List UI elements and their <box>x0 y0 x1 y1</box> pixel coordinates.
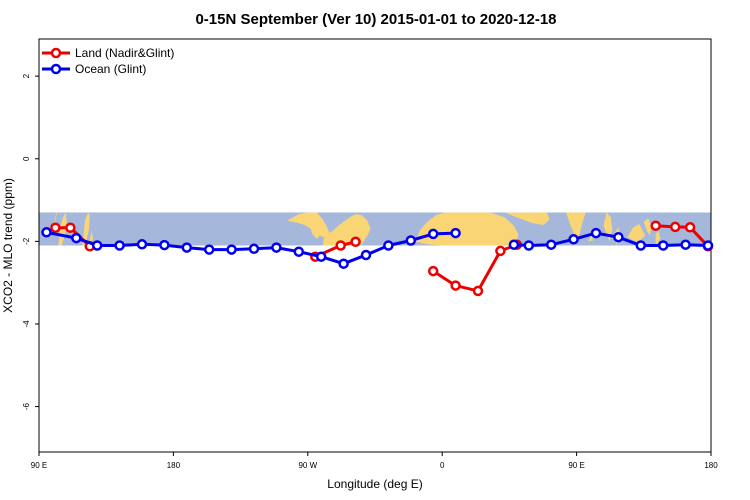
legend-marker-ocean <box>50 63 62 75</box>
land-shape-7 <box>415 212 519 246</box>
legend: Land (Nadir&Glint) Ocean (Glint) <box>42 46 174 76</box>
series-land-point-3-2 <box>450 280 461 291</box>
y-tick-label-5: -6 <box>22 402 31 410</box>
series-ocean-point-2-8 <box>657 240 669 251</box>
series-ocean-point-2-1 <box>508 239 520 250</box>
series-ocean-point-1-3 <box>91 240 103 251</box>
x-tick-label-6: 180 <box>704 461 718 470</box>
series-ocean-point-1-5 <box>136 239 148 250</box>
series-ocean-point-1-11 <box>271 242 282 253</box>
legend-label-ocean: Ocean (Glint) <box>75 62 146 76</box>
y-tick-label-2: 0 <box>22 156 31 161</box>
land-shape-14 <box>643 218 652 236</box>
series-ocean-point-2-4 <box>568 234 579 245</box>
series-ocean-point-1-18 <box>427 228 439 240</box>
land-shape-9 <box>566 212 586 242</box>
series-ocean-point-1-17 <box>405 235 417 246</box>
legend-label-land: Land (Nadir&Glint) <box>75 46 174 60</box>
series-ocean-point-1-2 <box>71 232 82 244</box>
legend-item-ocean: Ocean (Glint) <box>42 62 146 76</box>
y-tick-label-1: 2 <box>22 73 31 78</box>
series-ocean-point-1-12 <box>293 246 305 257</box>
series-land-point-2-2 <box>335 240 346 251</box>
series-ocean-point-1-10 <box>248 243 260 255</box>
series-ocean-point-2-2 <box>523 240 535 251</box>
series-land-point-4-2 <box>669 221 681 233</box>
series-ocean-line-2 <box>513 231 709 247</box>
series-ocean <box>41 227 714 269</box>
x-tick-label-4: 0 <box>440 461 445 470</box>
series-land-line-4 <box>655 224 710 248</box>
x-tick-label-1: 90 E <box>31 461 47 470</box>
series-land-point-4-3 <box>684 222 696 233</box>
series-ocean-point-2-5 <box>590 227 602 239</box>
series-land-point-3-1 <box>427 265 439 277</box>
series-land-point-1-1 <box>50 222 61 233</box>
y-axis: 2 0 -2 -4 -6 <box>22 73 39 410</box>
series-ocean-point-2-3 <box>545 239 557 250</box>
y-tick-label-4: -4 <box>22 320 31 328</box>
series-ocean-point-1-1 <box>41 227 52 238</box>
series-ocean-point-1-13 <box>315 251 327 262</box>
land-shapes <box>48 212 661 246</box>
series-ocean-point-2-7 <box>635 240 647 251</box>
x-axis-label: Longitude (deg E) <box>327 477 422 491</box>
series-ocean-point-1-15 <box>360 249 372 261</box>
series-land-point-4-1 <box>650 220 661 231</box>
series-ocean-point-2-9 <box>680 239 691 250</box>
series-ocean-point-1-4 <box>114 240 125 251</box>
series-ocean-point-1-14 <box>338 258 349 269</box>
y-axis-label: XCO2 - MLO trend (ppm) <box>1 178 15 313</box>
land-shape-13 <box>627 224 646 243</box>
series-land-point-3-4 <box>495 245 506 257</box>
series-land-point-2-3 <box>350 236 361 248</box>
series-layer <box>41 220 714 297</box>
series-ocean-point-1-9 <box>226 244 237 255</box>
series-ocean-point-1-16 <box>383 240 394 251</box>
legend-marker-land <box>50 47 62 59</box>
x-tick-label-3: 90 W <box>298 461 317 470</box>
chart-title: 0-15N September (Ver 10) 2015-01-01 to 2… <box>195 11 556 28</box>
land-shape-5 <box>286 212 331 239</box>
series-ocean-point-1-19 <box>450 227 461 239</box>
series-land-point-3-3 <box>472 285 484 297</box>
series-ocean-point-1-7 <box>181 242 193 253</box>
series-ocean-point-1-8 <box>203 244 215 255</box>
y-tick-label-3: -2 <box>22 237 31 245</box>
land-shape-3 <box>82 212 90 246</box>
x-axis: 90 E 180 90 W 0 90 E 180 <box>31 452 718 470</box>
x-tick-label-2: 180 <box>167 461 181 470</box>
series-land-point-1-2 <box>65 222 76 233</box>
series-ocean-point-2-10 <box>702 240 714 251</box>
land-shape-1 <box>48 212 57 246</box>
x-tick-label-5: 90 E <box>568 461 584 470</box>
land-shape-8 <box>504 212 550 225</box>
land-shape-15 <box>655 230 661 246</box>
legend-item-land: Land (Nadir&Glint) <box>42 46 174 60</box>
series-ocean-point-2-6 <box>613 231 624 243</box>
series-ocean-point-1-6 <box>159 239 170 251</box>
